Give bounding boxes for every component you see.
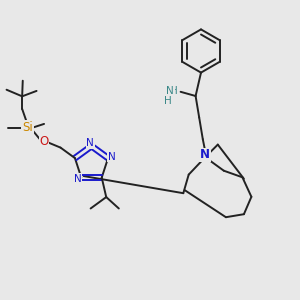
Text: H: H bbox=[170, 86, 178, 96]
Text: O: O bbox=[39, 134, 49, 148]
Text: H: H bbox=[164, 96, 171, 106]
Text: N: N bbox=[108, 152, 116, 162]
Text: N: N bbox=[166, 86, 174, 96]
Text: N: N bbox=[200, 148, 210, 161]
Text: N: N bbox=[74, 174, 82, 184]
Text: Si: Si bbox=[22, 121, 33, 134]
Text: N: N bbox=[86, 138, 94, 148]
